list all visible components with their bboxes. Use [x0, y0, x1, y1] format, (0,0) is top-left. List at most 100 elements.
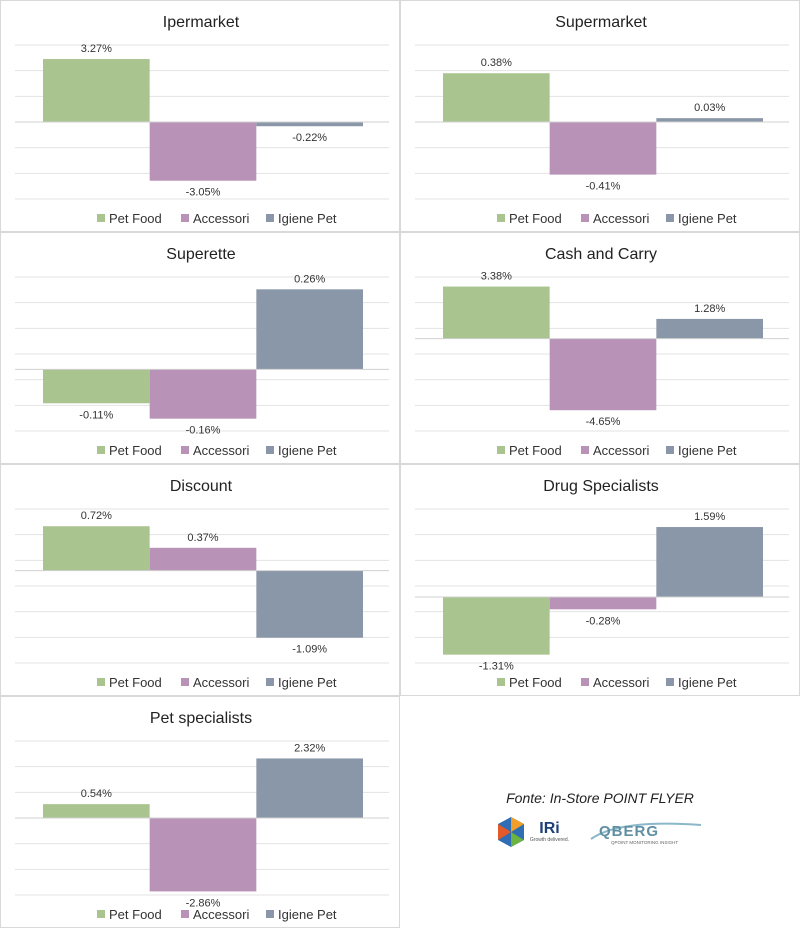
- bar-accessori: [149, 818, 257, 892]
- legend-label-igiene-pet: Igiene Pet: [278, 907, 337, 922]
- legend-label-accessori: Accessori: [193, 211, 249, 226]
- legend-label-pet-food: Pet Food: [509, 443, 562, 458]
- legend-label-igiene-pet: Igiene Pet: [278, 211, 337, 226]
- data-label-igiene-pet: -1.09%: [292, 644, 327, 656]
- legend-swatch-pet-food: [497, 446, 505, 454]
- data-label-accessori: -2.86%: [186, 897, 221, 909]
- legend-label-accessori: Accessori: [193, 907, 249, 922]
- chart-panel-drug-specialists: Drug Specialists -1.31% -0.28% 1.59% Pet Foo…: [400, 464, 800, 696]
- legend-swatch-accessori: [181, 214, 189, 222]
- chart-title: Discount: [170, 478, 233, 495]
- legend-swatch-pet-food: [97, 910, 105, 918]
- iri-logo-tagline: Growth delivered.: [529, 837, 570, 843]
- legend-swatch-igiene-pet: [266, 910, 274, 918]
- chart-title: Cash and Carry: [545, 246, 657, 263]
- bar-pet-food: [43, 59, 150, 122]
- iri-logo-text: IRi: [539, 820, 560, 837]
- bar-igiene-pet: [656, 118, 763, 122]
- chart-title: Superette: [166, 246, 235, 263]
- data-label-igiene-pet: 1.59%: [694, 511, 725, 523]
- iri-logo: IRi Growth delivered.: [496, 816, 569, 848]
- legend-swatch-pet-food: [97, 446, 105, 454]
- legend-label-accessori: Accessori: [193, 675, 249, 690]
- legend-label-pet-food: Pet Food: [109, 907, 162, 922]
- chart-panel-pet-specialists: Pet specialists 0.54% -2.86% 2.32% Pet Food A…: [0, 696, 400, 928]
- chart-title: Pet specialists: [150, 710, 252, 727]
- legend-label-pet-food: Pet Food: [509, 675, 562, 690]
- data-label-pet-food: 3.27%: [81, 43, 112, 55]
- legend-label-accessori: Accessori: [593, 443, 649, 458]
- bar-igiene-pet: [256, 570, 363, 638]
- bar-igiene-pet: [656, 527, 763, 597]
- chart-panel-supermarket: Supermarket 0.38% -0.41% 0.03% Pet Food Acces…: [400, 0, 800, 232]
- chart-svg: Ipermarket 3.27% -3.05% -0.22% Pet Food Acces…: [15, 14, 389, 226]
- legend-swatch-pet-food: [497, 678, 505, 686]
- chart-panel-discount: Discount 0.72% 0.37% -1.09% Pet Food Accessor…: [0, 464, 400, 696]
- legend-label-pet-food: Pet Food: [509, 211, 562, 226]
- bar-pet-food: [443, 73, 550, 122]
- chart-title: Drug Specialists: [543, 478, 659, 495]
- chart-svg: Discount 0.72% 0.37% -1.09% Pet Food Accessor…: [15, 478, 389, 690]
- legend-swatch-pet-food: [97, 678, 105, 686]
- data-label-pet-food: 0.38%: [481, 57, 512, 69]
- data-label-igiene-pet: 1.28%: [694, 303, 725, 315]
- bar-accessori: [549, 597, 657, 610]
- legend-label-pet-food: Pet Food: [109, 443, 162, 458]
- iri-hexagon-icon: [497, 817, 524, 847]
- data-label-igiene-pet: 2.32%: [294, 742, 325, 754]
- data-label-accessori: -0.16%: [186, 425, 221, 437]
- legend-label-accessori: Accessori: [593, 675, 649, 690]
- qberg-logo: QBERG QPOINT MONITORING INSIGHT: [589, 817, 704, 847]
- chart-svg: Cash and Carry 3.38% -4.65% 1.28% Pet Food Ac…: [415, 246, 789, 458]
- legend-label-pet-food: Pet Food: [109, 675, 162, 690]
- data-label-accessori: -4.65%: [586, 416, 621, 428]
- bar-igiene-pet: [256, 122, 363, 127]
- legend-swatch-igiene-pet: [266, 446, 274, 454]
- legend-swatch-igiene-pet: [666, 214, 674, 222]
- data-label-igiene-pet: 0.26%: [294, 273, 325, 285]
- bar-pet-food: [443, 286, 550, 339]
- legend-swatch-accessori: [581, 214, 589, 222]
- legend-label-accessori: Accessori: [193, 443, 249, 458]
- chart-svg: Drug Specialists -1.31% -0.28% 1.59% Pet Foo…: [415, 478, 789, 690]
- bar-pet-food: [43, 804, 150, 818]
- chart-svg: Superette -0.11% -0.16% 0.26% Pet Food Access…: [15, 246, 389, 458]
- legend-swatch-igiene-pet: [266, 214, 274, 222]
- data-label-pet-food: -1.31%: [479, 661, 514, 673]
- data-label-pet-food: -0.11%: [79, 409, 113, 421]
- legend-label-igiene-pet: Igiene Pet: [678, 675, 737, 690]
- legend-swatch-pet-food: [97, 214, 105, 222]
- chart-panel-superette: Superette -0.11% -0.16% 0.26% Pet Food Access…: [0, 232, 400, 464]
- data-label-accessori: 0.37%: [187, 532, 218, 544]
- qberg-logo-text: QBERG: [599, 823, 659, 840]
- legend-swatch-accessori: [181, 446, 189, 454]
- chart-title: Ipermarket: [163, 14, 240, 31]
- bar-igiene-pet: [256, 289, 363, 370]
- chart-svg: Supermarket 0.38% -0.41% 0.03% Pet Food Acces…: [415, 14, 789, 226]
- data-label-accessori: -0.41%: [586, 181, 621, 193]
- bar-accessori: [549, 122, 657, 175]
- legend-swatch-accessori: [181, 910, 189, 918]
- qberg-logo-tagline: QPOINT MONITORING INSIGHT: [611, 840, 678, 845]
- data-label-pet-food: 0.54%: [81, 788, 112, 800]
- data-label-pet-food: 3.38%: [481, 271, 512, 283]
- data-label-igiene-pet: 0.03%: [694, 102, 725, 114]
- bar-pet-food: [43, 369, 150, 404]
- data-label-pet-food: 0.72%: [81, 510, 112, 522]
- chart-panel-ipermarket: Ipermarket 3.27% -3.05% -0.22% Pet Food Acces…: [0, 0, 400, 232]
- qberg-logo-mark: QBERG QPOINT MONITORING INSIGHT: [590, 822, 702, 845]
- legend-swatch-accessori: [581, 678, 589, 686]
- bar-accessori: [549, 338, 657, 411]
- bar-pet-food: [443, 597, 550, 655]
- legend-label-igiene-pet: Igiene Pet: [278, 675, 337, 690]
- bar-igiene-pet: [256, 758, 363, 818]
- bar-igiene-pet: [656, 318, 763, 339]
- bar-accessori: [149, 547, 257, 571]
- bar-accessori: [149, 122, 257, 181]
- chart-panel-cash-and-carry: Cash and Carry 3.38% -4.65% 1.28% Pet Food Ac…: [400, 232, 800, 464]
- legend-swatch-pet-food: [497, 214, 505, 222]
- legend-label-accessori: Accessori: [593, 211, 649, 226]
- legend-swatch-igiene-pet: [266, 678, 274, 686]
- source-block: Fonte: In-Store POINT FLYER IRi Growth d…: [400, 790, 800, 848]
- bar-accessori: [149, 369, 257, 419]
